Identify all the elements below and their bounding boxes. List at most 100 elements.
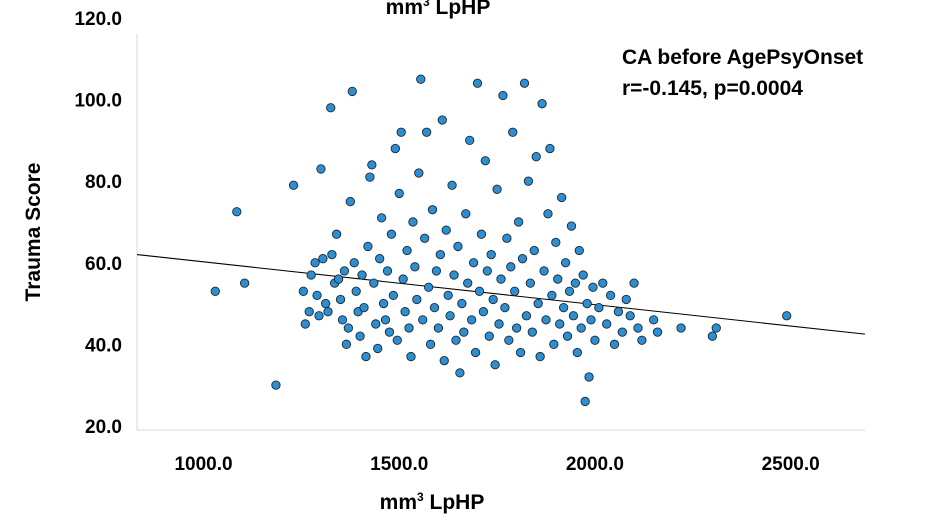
data-point: [512, 323, 522, 333]
data-point: [527, 327, 537, 337]
data-point: [535, 351, 545, 362]
data-point: [288, 180, 299, 190]
data-point: [304, 307, 314, 317]
data-point: [568, 311, 579, 321]
data-point: [465, 135, 475, 146]
data-point: [416, 74, 426, 84]
x-tick-label: 1500.0: [370, 454, 428, 475]
data-point: [588, 282, 598, 292]
data-point: [560, 258, 571, 268]
data-point: [609, 339, 620, 349]
data-point: [466, 315, 477, 325]
data-point: [333, 274, 344, 284]
data-point: [335, 294, 346, 305]
data-point: [345, 196, 355, 207]
data-point: [457, 298, 467, 309]
data-point: [298, 286, 308, 296]
data-point: [545, 143, 555, 154]
data-point: [598, 278, 608, 288]
data-point: [494, 319, 504, 329]
data-point: [414, 168, 424, 178]
data-point: [232, 207, 242, 217]
data-point: [580, 396, 590, 407]
data-point: [574, 245, 584, 256]
data-points: [210, 74, 792, 407]
data-point: [386, 229, 397, 239]
annotation-stats: r=-0.145, p=0.0004: [622, 77, 803, 100]
data-point: [506, 262, 516, 272]
data-point: [498, 90, 508, 101]
data-point: [433, 323, 444, 333]
top-caption: mm3 LpHP: [386, 0, 491, 19]
data-point: [453, 241, 463, 252]
data-point: [584, 372, 594, 382]
data-point: [375, 254, 385, 264]
data-point: [306, 270, 316, 280]
data-point: [504, 335, 514, 345]
data-point: [523, 176, 534, 186]
data-point: [474, 286, 485, 296]
data-point: [572, 347, 582, 358]
data-point: [570, 278, 581, 288]
data-point: [648, 315, 659, 325]
data-point: [470, 347, 481, 358]
data-point: [445, 311, 455, 321]
data-point: [435, 249, 445, 260]
data-point: [361, 351, 371, 362]
regression-line: [136, 254, 866, 335]
data-point: [594, 302, 604, 313]
data-point: [376, 213, 387, 223]
data-point: [357, 270, 367, 280]
y-tick-label: 20.0: [85, 417, 122, 438]
data-point: [533, 298, 543, 309]
data-point: [402, 245, 412, 256]
data-point: [492, 184, 502, 194]
data-point: [347, 86, 357, 97]
data-point: [576, 323, 586, 333]
data-point: [531, 152, 541, 162]
data-point: [461, 209, 471, 219]
data-point: [711, 323, 721, 333]
data-point: [406, 351, 416, 362]
x-tick-label: 1000.0: [174, 454, 232, 475]
data-point: [517, 254, 528, 264]
data-point: [390, 143, 400, 154]
data-point: [586, 315, 596, 325]
data-point: [404, 323, 414, 333]
data-point: [564, 286, 575, 296]
data-point: [392, 335, 402, 345]
data-point: [343, 323, 354, 333]
data-point: [323, 307, 333, 317]
data-point: [482, 266, 492, 276]
data-point: [539, 266, 549, 276]
data-point: [590, 335, 600, 345]
data-point: [429, 302, 440, 313]
data-point: [529, 245, 539, 256]
data-point: [400, 307, 410, 317]
data-point: [496, 274, 506, 284]
data-point: [629, 278, 639, 288]
data-point: [578, 270, 588, 280]
data-point: [210, 286, 220, 296]
data-point: [625, 311, 635, 321]
data-point: [486, 249, 496, 260]
data-point: [388, 290, 399, 301]
data-point: [652, 327, 663, 337]
data-point: [321, 298, 331, 309]
data-point: [525, 278, 536, 288]
annotation-title: CA before AgePsyOnset: [622, 46, 863, 69]
x-tick-label: 2500.0: [762, 454, 820, 475]
y-axis-title: Trauma Score: [22, 163, 45, 302]
data-point: [605, 290, 616, 301]
data-point: [337, 315, 348, 325]
y-tick-labels: 20.0 40.0 60.0 80.0 100.0 120.0: [74, 9, 122, 438]
data-point: [359, 302, 369, 313]
data-point: [488, 294, 498, 305]
data-point: [437, 115, 447, 125]
data-point: [521, 311, 532, 321]
data-point: [418, 315, 428, 325]
data-point: [310, 258, 320, 268]
data-point: [455, 368, 465, 378]
data-point: [547, 290, 557, 301]
